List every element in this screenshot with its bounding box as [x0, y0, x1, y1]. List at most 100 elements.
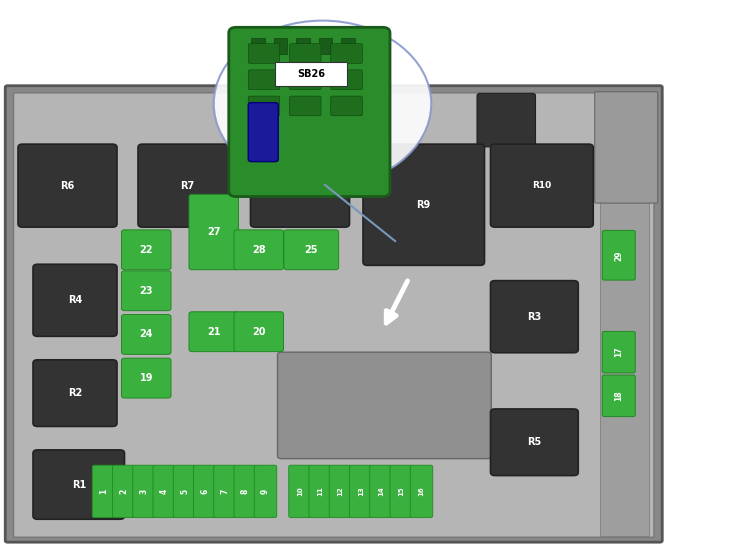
- Bar: [251, 38, 265, 54]
- Text: 11: 11: [317, 486, 323, 496]
- FancyBboxPatch shape: [350, 465, 372, 518]
- FancyBboxPatch shape: [490, 281, 578, 353]
- FancyBboxPatch shape: [33, 360, 117, 426]
- Text: 2: 2: [119, 489, 128, 494]
- FancyBboxPatch shape: [329, 465, 352, 518]
- FancyBboxPatch shape: [234, 465, 256, 518]
- Text: 4: 4: [160, 489, 169, 494]
- Bar: [296, 38, 310, 54]
- Text: 19: 19: [140, 373, 153, 383]
- FancyBboxPatch shape: [248, 96, 280, 116]
- FancyBboxPatch shape: [18, 144, 117, 227]
- FancyBboxPatch shape: [33, 264, 117, 336]
- FancyBboxPatch shape: [229, 27, 390, 197]
- Text: 15: 15: [398, 486, 404, 496]
- FancyBboxPatch shape: [490, 144, 593, 227]
- FancyBboxPatch shape: [370, 465, 392, 518]
- FancyBboxPatch shape: [254, 465, 277, 518]
- Text: R7: R7: [180, 181, 195, 191]
- FancyBboxPatch shape: [248, 103, 278, 162]
- Text: 9: 9: [261, 489, 270, 494]
- Text: R4: R4: [68, 295, 82, 305]
- FancyBboxPatch shape: [289, 465, 311, 518]
- Text: 17: 17: [614, 347, 623, 358]
- FancyBboxPatch shape: [248, 70, 280, 90]
- FancyBboxPatch shape: [278, 352, 491, 459]
- FancyBboxPatch shape: [363, 144, 484, 265]
- FancyBboxPatch shape: [602, 331, 635, 373]
- Text: 8: 8: [241, 489, 250, 494]
- FancyBboxPatch shape: [234, 230, 284, 270]
- Text: 21: 21: [207, 327, 220, 337]
- Text: 13: 13: [358, 486, 364, 496]
- Text: 14: 14: [378, 486, 384, 496]
- Text: 25: 25: [304, 245, 318, 255]
- Text: 20: 20: [252, 327, 266, 337]
- FancyBboxPatch shape: [331, 70, 362, 90]
- Text: 27: 27: [207, 227, 220, 237]
- Text: 28: 28: [252, 245, 266, 255]
- FancyBboxPatch shape: [122, 230, 171, 270]
- Text: 1: 1: [99, 489, 108, 494]
- FancyBboxPatch shape: [189, 312, 238, 352]
- FancyBboxPatch shape: [275, 62, 347, 86]
- Text: R5: R5: [527, 437, 542, 447]
- Text: R10: R10: [532, 181, 551, 190]
- Text: R9: R9: [416, 200, 430, 210]
- FancyBboxPatch shape: [602, 230, 635, 280]
- Bar: [274, 38, 287, 54]
- FancyBboxPatch shape: [133, 465, 155, 518]
- Ellipse shape: [214, 21, 431, 187]
- Text: 18: 18: [614, 390, 623, 401]
- FancyBboxPatch shape: [410, 465, 433, 518]
- Text: SB26: SB26: [297, 69, 326, 79]
- FancyBboxPatch shape: [234, 312, 284, 352]
- FancyBboxPatch shape: [33, 450, 125, 519]
- Text: R1: R1: [72, 479, 86, 490]
- Text: 7: 7: [220, 489, 230, 494]
- Text: 23: 23: [140, 286, 153, 296]
- FancyBboxPatch shape: [595, 92, 658, 203]
- Text: 12: 12: [338, 486, 344, 496]
- FancyBboxPatch shape: [13, 93, 654, 537]
- FancyBboxPatch shape: [122, 314, 171, 354]
- FancyBboxPatch shape: [153, 465, 176, 518]
- Text: R2: R2: [68, 388, 82, 398]
- Text: 6: 6: [200, 489, 209, 494]
- Text: 22: 22: [140, 245, 153, 255]
- Text: 16: 16: [419, 486, 424, 496]
- FancyBboxPatch shape: [390, 465, 412, 518]
- Bar: [319, 38, 332, 54]
- FancyBboxPatch shape: [122, 271, 171, 311]
- FancyBboxPatch shape: [251, 144, 350, 227]
- FancyBboxPatch shape: [92, 465, 115, 518]
- FancyBboxPatch shape: [248, 44, 280, 63]
- FancyBboxPatch shape: [5, 86, 662, 542]
- Text: R6: R6: [60, 181, 74, 191]
- Text: 3: 3: [140, 489, 148, 494]
- FancyBboxPatch shape: [290, 70, 321, 90]
- FancyBboxPatch shape: [194, 465, 216, 518]
- Bar: [341, 38, 355, 54]
- FancyBboxPatch shape: [290, 44, 321, 63]
- Bar: [600, 94, 649, 536]
- Text: R8: R8: [292, 181, 308, 191]
- FancyBboxPatch shape: [189, 194, 238, 270]
- Text: 5: 5: [180, 489, 189, 494]
- Text: 24: 24: [140, 329, 153, 340]
- FancyBboxPatch shape: [284, 230, 338, 270]
- FancyBboxPatch shape: [602, 375, 635, 417]
- Text: 10: 10: [297, 486, 303, 496]
- FancyBboxPatch shape: [477, 93, 536, 147]
- FancyBboxPatch shape: [112, 465, 135, 518]
- FancyBboxPatch shape: [490, 409, 578, 476]
- Text: R3: R3: [527, 312, 542, 322]
- Text: 29: 29: [614, 250, 623, 260]
- FancyBboxPatch shape: [309, 465, 332, 518]
- FancyBboxPatch shape: [331, 44, 362, 63]
- FancyBboxPatch shape: [122, 358, 171, 398]
- FancyBboxPatch shape: [138, 144, 237, 227]
- FancyBboxPatch shape: [173, 465, 196, 518]
- FancyBboxPatch shape: [290, 96, 321, 116]
- FancyBboxPatch shape: [331, 96, 362, 116]
